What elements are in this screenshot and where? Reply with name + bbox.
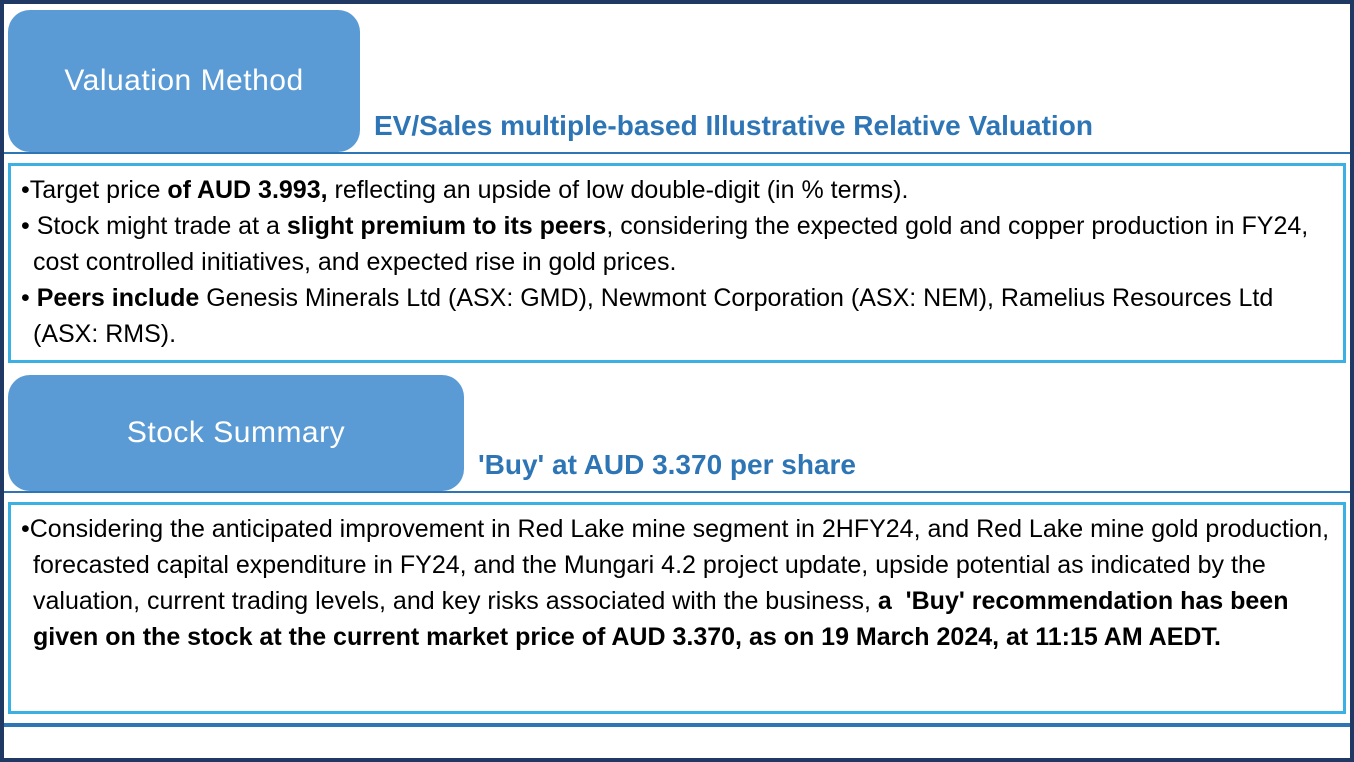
heading-divider xyxy=(4,152,1350,154)
section-stock-summary: Stock Summary 'Buy' at AUD 3.370 per sha… xyxy=(4,375,1350,714)
section-tab-label: Stock Summary xyxy=(126,416,346,449)
section-tab-label: Valuation Method xyxy=(64,64,304,97)
valuation-method-content-box: •Target price of AUD 3.993, reflecting a… xyxy=(8,163,1346,363)
valuation-method-heading: EV/Sales multiple-based Illustrative Rel… xyxy=(374,110,1093,141)
section-tab-valuation-method: Valuation Method xyxy=(8,10,360,152)
bullet-item: •Considering the anticipated improvement… xyxy=(21,515,1337,651)
bullet-item: •Target price of AUD 3.993, reflecting a… xyxy=(21,176,909,204)
stock-summary-header-row: Stock Summary 'Buy' at AUD 3.370 per sha… xyxy=(4,375,1350,491)
bullet-item: • Peers include Genesis Minerals Ltd (AS… xyxy=(21,284,1281,348)
valuation-method-header-row: Valuation Method EV/Sales multiple-based… xyxy=(4,10,1350,152)
section-tab-stock-summary: Stock Summary xyxy=(8,375,464,491)
heading-divider xyxy=(4,491,1350,493)
stock-summary-heading: 'Buy' at AUD 3.370 per share xyxy=(478,449,856,480)
section-valuation-method: Valuation Method EV/Sales multiple-based… xyxy=(4,10,1350,363)
stock-summary-content-box: •Considering the anticipated improvement… xyxy=(8,502,1346,714)
bullet-item: • Stock might trade at a slight premium … xyxy=(21,212,1316,276)
section-gap xyxy=(4,363,1350,375)
footer-rule xyxy=(4,723,1350,727)
